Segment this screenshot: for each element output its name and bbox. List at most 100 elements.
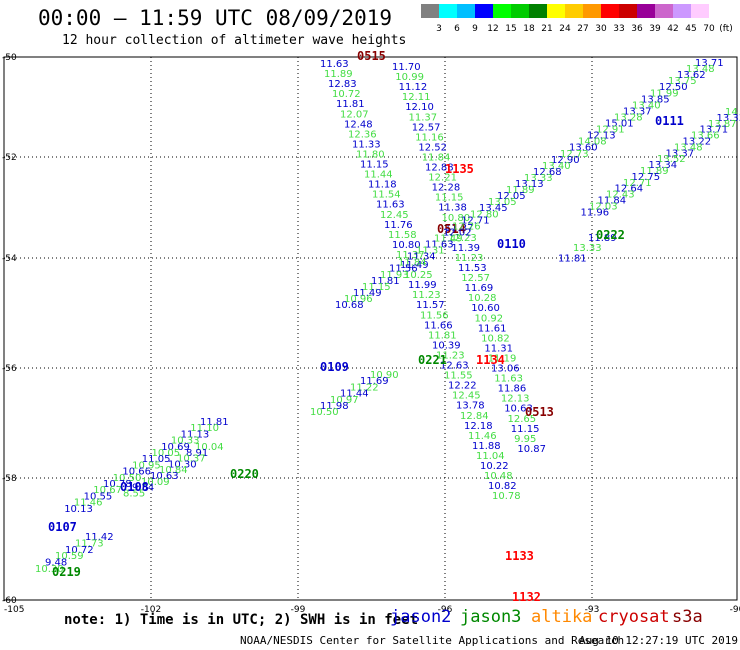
wave-height-value: 10.55	[84, 491, 113, 502]
wave-height-value: 10.92	[475, 313, 504, 324]
colorbar-swatch	[655, 4, 673, 18]
wave-height-value: 11.69	[465, 283, 494, 294]
track-time-label: 1135	[445, 162, 474, 176]
wave-height-value: 11.99	[408, 280, 437, 291]
wave-height-value: 11.84	[598, 196, 627, 207]
wave-height-value: 11.99	[650, 88, 679, 99]
wave-height-value: 13.33	[524, 173, 553, 184]
wave-height-value: 13.13	[515, 179, 544, 190]
wave-height-value: 11.89	[588, 233, 617, 244]
footnote: note: 1) Time is in UTC; 2) SWH is in fe…	[64, 612, 419, 628]
latitude-label: -56	[2, 364, 17, 374]
wave-height-value: 11.31	[416, 246, 445, 257]
wave-height-value: 12.28	[432, 183, 461, 194]
wave-height-value: 12.02	[443, 227, 472, 238]
track-time-label: 0220	[230, 467, 259, 481]
wave-height-value: 13.06	[491, 364, 520, 375]
wave-height-value: 13.33	[573, 243, 602, 254]
wave-height-value: 10.90	[370, 370, 399, 381]
wave-height-value: 12.68	[533, 167, 562, 178]
wave-height-value: 12.45	[380, 210, 409, 221]
colorbar-label: 33	[613, 24, 625, 34]
wave-height-value: 10.67	[93, 485, 122, 496]
wave-height-value: 12.18	[464, 421, 493, 432]
colorbar-unit: (ft)	[719, 24, 733, 34]
track-time-label: 0108	[120, 480, 149, 494]
wave-height-value: 11.81	[558, 253, 587, 264]
colorbar-label: 21	[541, 24, 553, 34]
wave-height-value: 14.08	[578, 137, 607, 148]
colorbar-label: 70	[703, 24, 715, 34]
wave-height-value: 11.55	[444, 371, 473, 382]
colorbar-swatch	[601, 4, 619, 18]
colorbar-swatch	[511, 4, 529, 18]
wave-height-value: 11.56	[420, 310, 449, 321]
wave-height-value: 12.13	[501, 394, 530, 405]
wave-height-value: 11.81	[428, 330, 457, 341]
track-time-label: 0111	[655, 114, 684, 128]
wave-height-value: 11.54	[372, 190, 401, 201]
wave-height-value: 10.99	[395, 72, 424, 83]
wave-height-value: 11.44	[340, 389, 369, 400]
colorbar-swatch	[547, 4, 565, 18]
wave-height-value: 13.28	[614, 112, 643, 123]
longitude-label: -99	[291, 605, 306, 615]
longitude-label: -102	[141, 605, 161, 615]
wave-height-value: 11.39	[451, 243, 480, 254]
longitude-label: -90	[730, 605, 740, 615]
wave-height-value: 11.56	[389, 264, 418, 275]
wave-height-value: 11.57	[416, 300, 445, 311]
wave-height-value: 13.40	[542, 161, 571, 172]
wave-height-value: 11.05	[142, 454, 171, 465]
wave-height-value: 12.57	[412, 122, 441, 133]
wave-height-value: 11.93	[380, 270, 409, 281]
wave-height-value: 11.76	[384, 220, 413, 231]
wave-height-value: 11.16	[415, 132, 444, 143]
wave-height-value: 9.54	[132, 483, 154, 494]
wave-height-value: 13.05	[488, 197, 517, 208]
wave-height-value: 11.23	[436, 350, 465, 361]
wave-height-value: 13.71	[695, 58, 724, 69]
colorbar-label: 9	[472, 24, 478, 34]
wave-height-value: 13.48	[674, 142, 703, 153]
satellite-jason2: jason2	[390, 607, 452, 627]
colorbar-swatch	[565, 4, 583, 18]
latitude-label: -52	[2, 153, 17, 163]
wave-height-value: 11.69	[360, 376, 389, 387]
wave-height-value: 11.46	[468, 431, 497, 442]
wave-height-value: 10.78	[103, 479, 132, 490]
colorbar-swatch	[673, 4, 691, 18]
track-time-label: 1132	[512, 590, 541, 604]
wave-height-value: 12.13	[587, 131, 616, 142]
colorbar-label: 12	[487, 24, 499, 34]
wave-height-value: 12.50	[659, 82, 688, 93]
wave-height-value: 13.45	[479, 203, 508, 214]
wave-height-value: 10.50	[113, 473, 142, 484]
wave-height-value: 10.82	[481, 333, 510, 344]
wave-height-value: 12.10	[405, 102, 434, 113]
wave-height-value: 12.71	[461, 215, 490, 226]
track-time-label: 0109	[320, 360, 349, 374]
wave-height-value: 14	[725, 107, 738, 118]
wave-height-value: 12.45	[452, 391, 481, 402]
wave-height-value: 13.85	[641, 94, 670, 105]
track-time-label: 0222	[596, 228, 625, 242]
wave-height-value: 13.34	[649, 160, 678, 171]
wave-height-value: 10.48	[484, 471, 513, 482]
colorbar-swatch	[475, 4, 493, 18]
wave-height-value: 12.75	[632, 172, 661, 183]
wave-height-value: 11.81	[200, 417, 229, 428]
wave-height-value: 15.01	[605, 119, 634, 130]
colorbar-swatch	[637, 4, 655, 18]
wave-height-value: 12.57	[461, 273, 490, 284]
wave-height-value: 10.25	[404, 270, 433, 281]
wave-height-value: 11.37	[445, 223, 474, 234]
wave-height-value: 12.22	[448, 381, 477, 392]
wave-height-value: 10.68	[335, 300, 364, 311]
track-time-label: 0110	[497, 237, 526, 251]
wave-height-value: 9.95	[514, 434, 536, 445]
wave-height-value: 10.96	[344, 294, 373, 305]
wave-height-value: 12.63	[440, 361, 469, 372]
track-time-label: 0219	[52, 565, 81, 579]
